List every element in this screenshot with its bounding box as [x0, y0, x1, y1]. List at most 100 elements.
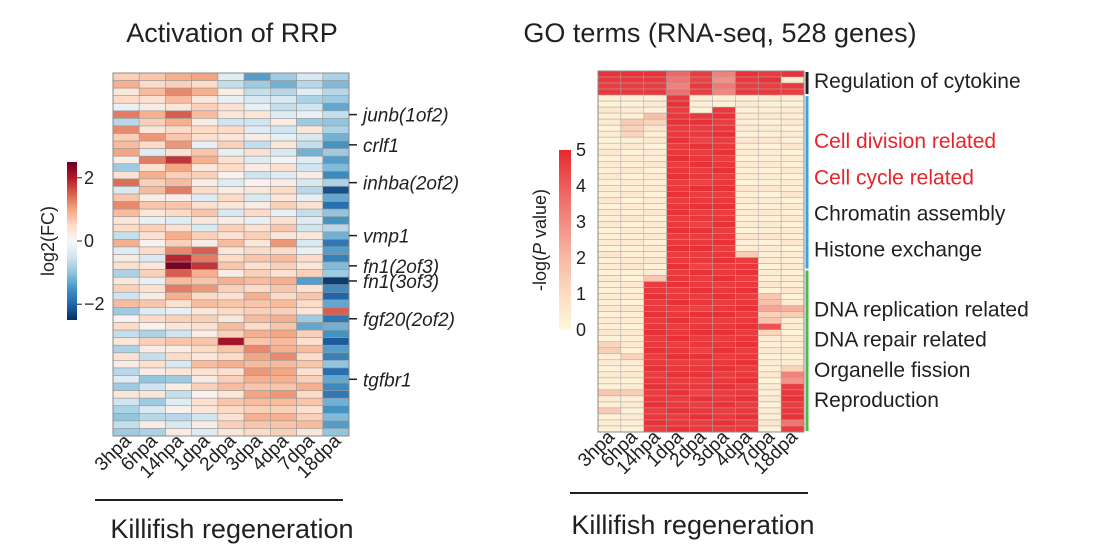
heatmap-cell: [243, 413, 271, 422]
heatmap-cell: [666, 359, 690, 367]
heatmap-cell: [643, 335, 667, 343]
heatmap-cell: [712, 329, 736, 336]
heatmap-cell: [735, 227, 759, 234]
heatmap-cell: [666, 275, 690, 282]
heatmap-cell: [712, 154, 736, 162]
heatmap-cell: [165, 314, 192, 323]
heatmap-cell: [757, 239, 782, 246]
heatmap-cell: [689, 305, 713, 312]
heatmap-cell: [165, 87, 192, 96]
heatmap-cell: [270, 133, 297, 142]
heatmap-cell: [780, 359, 805, 367]
heatmap-cell: [666, 365, 690, 373]
go-heatmap-panel: GO terms (RNA-seq, 528 genes) Regulation…: [523, 18, 1028, 540]
heatmap-cell: [191, 269, 219, 278]
heatmap-cell: [689, 257, 713, 264]
heatmap-cell: [712, 148, 736, 156]
heatmap-cell: [322, 360, 350, 369]
heatmap-cell: [270, 314, 297, 323]
heatmap-cell: [666, 185, 690, 192]
heatmap-cell: [780, 287, 805, 294]
heatmap-cell: [322, 148, 350, 157]
heatmap-cell: [643, 257, 667, 264]
heatmap-cell: [138, 133, 166, 142]
heatmap-cell: [689, 130, 713, 138]
heatmap-cell: [217, 178, 245, 187]
heatmap-cell: [620, 70, 645, 78]
heatmap-cell: [666, 317, 690, 324]
heatmap-cell: [138, 352, 166, 361]
heatmap-cell: [757, 245, 782, 252]
heatmap-cell: [138, 163, 166, 172]
heatmap-cell: [217, 413, 245, 422]
heatmap-cell: [757, 293, 782, 300]
heatmap-cell: [597, 293, 622, 300]
heatmap-cell: [643, 245, 667, 252]
heatmap-cell: [270, 102, 297, 112]
heatmap-cell: [270, 405, 297, 414]
heatmap-cell: [757, 275, 782, 282]
heatmap-cell: [780, 275, 805, 282]
heatmap-cell: [597, 281, 622, 288]
heatmap-cell: [243, 223, 271, 233]
heatmap-cell: [112, 299, 140, 308]
gene-label: tgfbr1: [363, 370, 412, 391]
heatmap-cell: [643, 185, 667, 192]
heatmap-cell: [780, 263, 805, 270]
heatmap-cell: [597, 148, 622, 156]
heatmap-cell: [191, 140, 219, 149]
heatmap-cell: [217, 307, 245, 316]
heatmap-cell: [666, 383, 690, 391]
colorbar-tick-label: 2: [84, 168, 94, 188]
heatmap-cell: [620, 124, 645, 132]
heatmap-cell: [620, 377, 645, 385]
heatmap-cell: [757, 413, 782, 421]
heatmap-cell: [643, 419, 667, 427]
heatmap-cell: [735, 383, 759, 391]
heatmap-cell: [597, 299, 622, 306]
heatmap-cell: [270, 269, 297, 278]
heatmap-cell: [243, 382, 271, 391]
heatmap-cell: [597, 161, 622, 168]
heatmap-cell: [780, 191, 805, 198]
heatmap-cell: [643, 94, 667, 102]
heatmap-cell: [243, 299, 271, 308]
heatmap-cell: [689, 233, 713, 240]
heatmap-cell: [217, 322, 245, 331]
heatmap-cell: [165, 269, 192, 278]
heatmap-cell: [666, 281, 690, 288]
heatmap-cell: [757, 335, 782, 343]
heatmap-cell: [597, 329, 622, 336]
heatmap-cell: [191, 322, 219, 331]
heatmap-cell: [217, 269, 245, 278]
heatmap-cell: [620, 263, 645, 270]
heatmap-cell: [191, 367, 219, 376]
heatmap-cell: [712, 365, 736, 373]
heatmap-cell: [689, 413, 713, 421]
heatmap-cell: [757, 299, 782, 306]
heatmap-cell: [689, 353, 713, 361]
heatmap-cell: [689, 395, 713, 403]
heatmap-cell: [191, 87, 219, 96]
heatmap-cell: [138, 292, 166, 301]
heatmap-cell: [735, 185, 759, 192]
heatmap-cell: [780, 323, 805, 330]
heatmap-cell: [296, 133, 324, 142]
heatmap-cell: [597, 353, 622, 361]
heatmap-cell: [138, 155, 166, 165]
heatmap-cell: [191, 95, 219, 104]
heatmap-cell: [322, 344, 350, 354]
heatmap-cell: [322, 367, 350, 376]
heatmap-cell: [689, 293, 713, 300]
heatmap-cell: [217, 329, 245, 338]
heatmap-cell: [643, 203, 667, 210]
heatmap-cell: [217, 344, 245, 354]
heatmap-cell: [620, 383, 645, 391]
heatmap-cell: [243, 72, 271, 81]
heatmap-cell: [666, 112, 690, 120]
heatmap-cell: [165, 360, 192, 369]
heatmap-cell: [243, 329, 271, 338]
heatmap-cell: [643, 209, 667, 216]
heatmap-cell: [243, 360, 271, 369]
heatmap-cell: [643, 179, 667, 186]
